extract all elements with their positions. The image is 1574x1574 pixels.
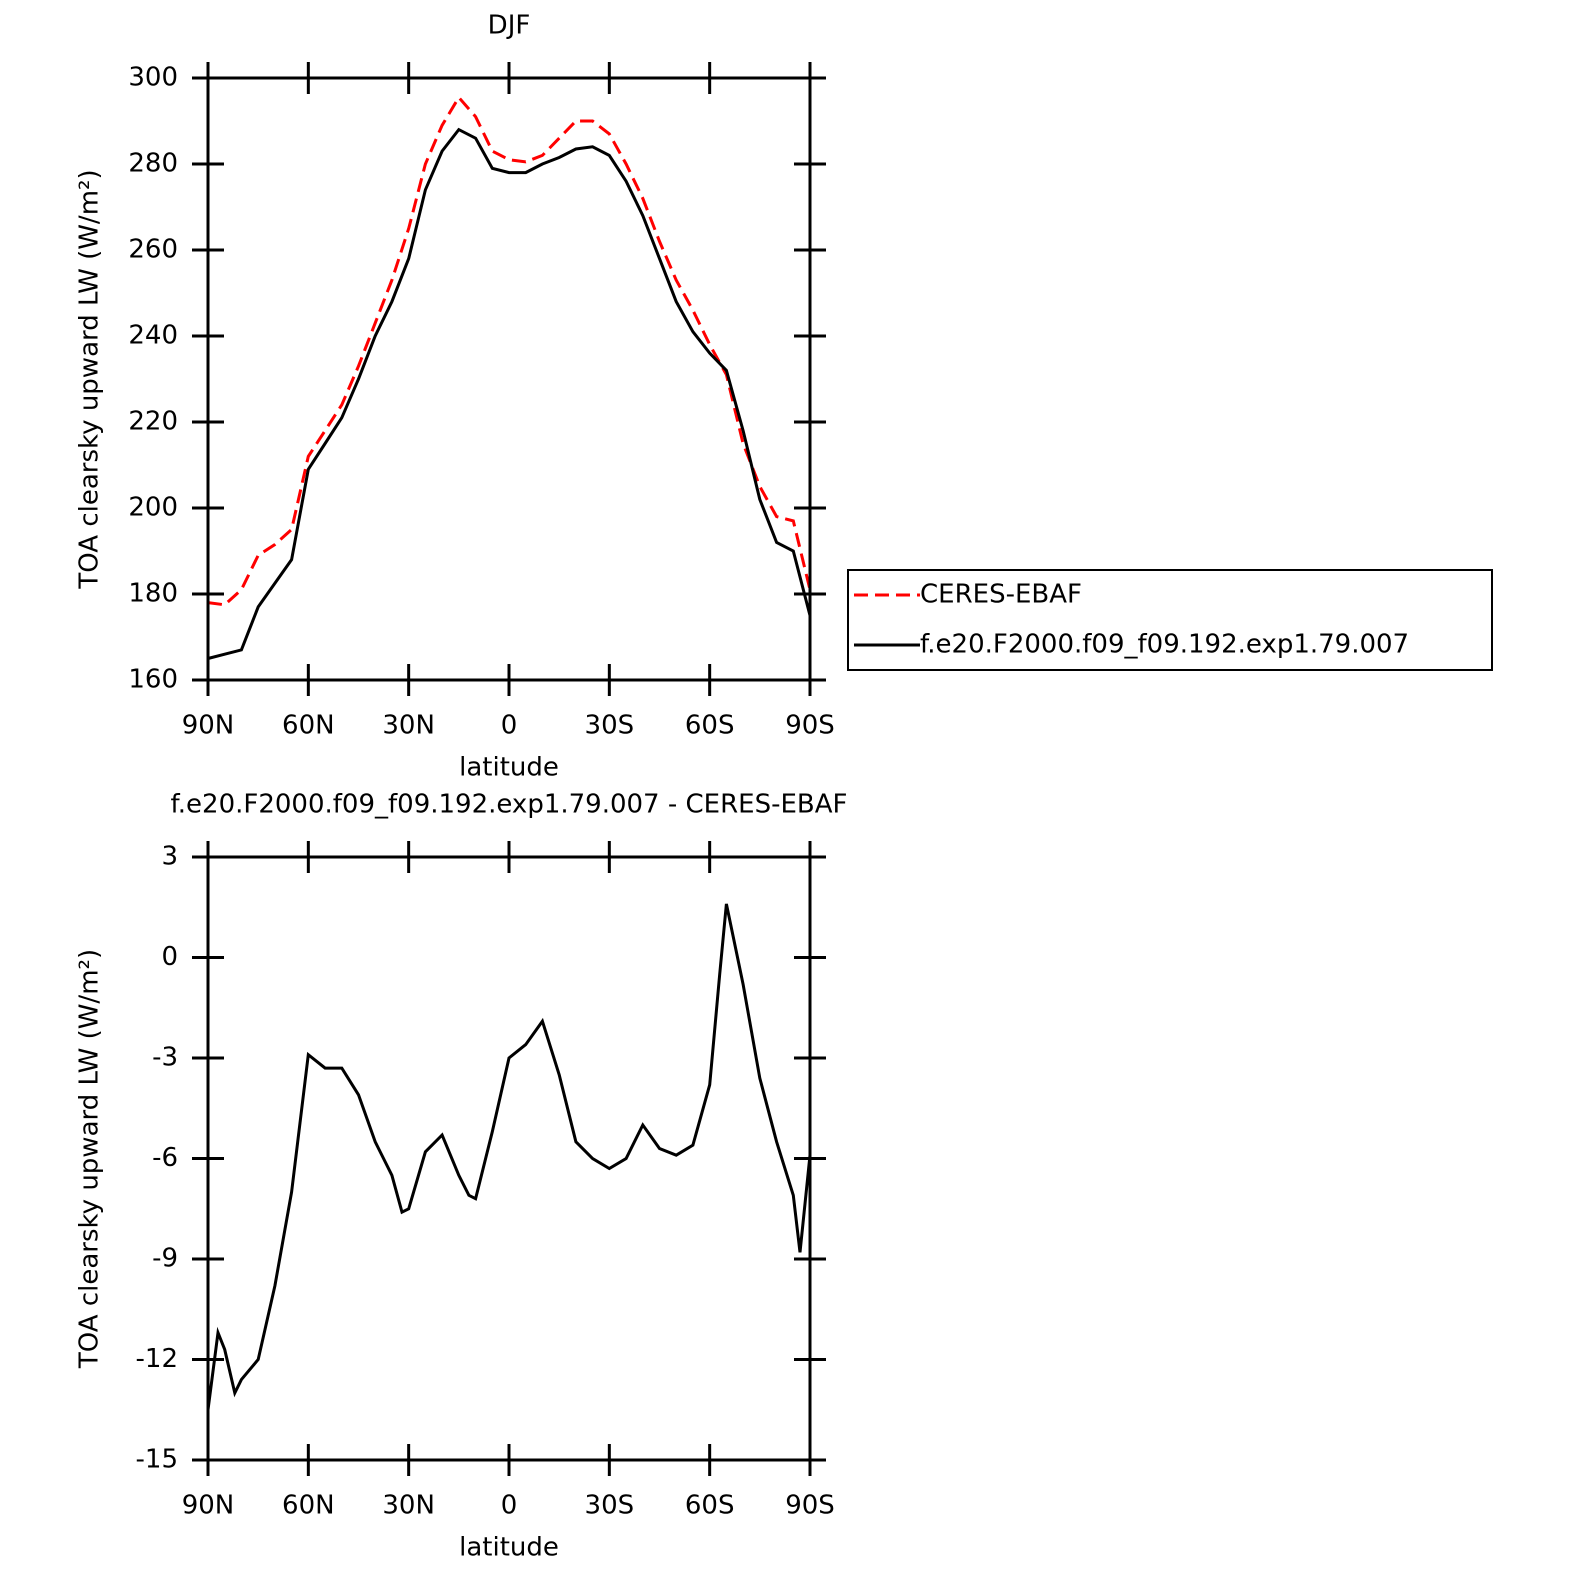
x-tick-label: 60S <box>685 1491 735 1521</box>
y-tick-label: -12 <box>136 1344 178 1374</box>
y-tick-label: -3 <box>152 1043 178 1073</box>
y-tick-label: 300 <box>128 63 178 93</box>
x-tick-label: 90N <box>182 711 235 741</box>
y-tick-label: 160 <box>128 665 178 695</box>
y-tick-label: 220 <box>128 407 178 437</box>
legend-label: CERES-EBAF <box>920 580 1082 610</box>
y-tick-label: 0 <box>161 942 178 972</box>
y-tick-label: -15 <box>136 1445 178 1475</box>
x-tick-label: 90S <box>785 1491 835 1521</box>
series-line <box>206 903 812 1410</box>
plot-frame <box>206 855 812 1462</box>
y-tick-label: 3 <box>161 842 178 872</box>
chart-title: f.e20.F2000.f09_f09.192.exp1.79.007 - CE… <box>171 790 848 820</box>
y-tick-label: 260 <box>128 235 178 265</box>
y-tick-label: 180 <box>128 579 178 609</box>
x-tick-label: 30S <box>585 711 635 741</box>
x-tick-label: 60N <box>282 711 335 741</box>
y-tick-label: -9 <box>152 1244 178 1274</box>
chart-title: DJF <box>488 11 531 41</box>
legend-box <box>847 569 1493 671</box>
x-tick-label: 60S <box>685 711 735 741</box>
x-tick-label: 0 <box>501 1491 518 1521</box>
series-line <box>207 94 812 607</box>
x-tick-label: 90S <box>785 711 835 741</box>
x-tick-label: 30N <box>382 711 435 741</box>
y-tick-label: 240 <box>128 321 178 351</box>
plot-frame <box>206 76 812 682</box>
x-axis-label: latitude <box>459 1533 559 1563</box>
x-axis-label: latitude <box>459 753 559 783</box>
x-tick-label: 30S <box>585 1491 635 1521</box>
y-axis-label: TOA clearsky upward LW (W/m²) <box>75 949 105 1369</box>
x-tick-label: 30N <box>382 1491 435 1521</box>
y-tick-label: -6 <box>152 1143 178 1173</box>
x-tick-label: 0 <box>501 711 518 741</box>
y-tick-label: 280 <box>128 149 178 179</box>
y-tick-label: 200 <box>128 493 178 523</box>
x-tick-label: 90N <box>182 1491 235 1521</box>
x-tick-label: 60N <box>282 1491 335 1521</box>
legend-label: f.e20.F2000.f09_f09.192.exp1.79.007 <box>920 630 1409 660</box>
series-line <box>207 127 812 660</box>
y-axis-label: TOA clearsky upward LW (W/m²) <box>75 169 105 589</box>
